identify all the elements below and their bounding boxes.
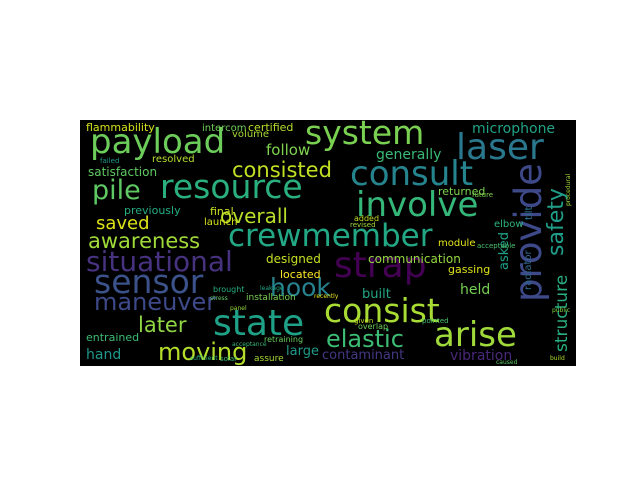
- word-acceptable: acceptable: [477, 242, 516, 250]
- word-intercom: intercom: [202, 123, 247, 134]
- word-hook: hook: [270, 273, 331, 302]
- word-satisfaction: satisfaction: [88, 165, 158, 179]
- word-module: module: [438, 238, 476, 249]
- word-stress: stress: [210, 295, 228, 302]
- word-asked: asked: [497, 231, 512, 270]
- word-assure: assure: [254, 354, 284, 364]
- word-pile: pile: [92, 175, 141, 206]
- word-large: large: [286, 344, 319, 359]
- word-laser: laser: [456, 127, 544, 168]
- word-future: future: [472, 191, 494, 199]
- word-failed: failed: [100, 157, 120, 165]
- word-elbow: elbow: [494, 219, 524, 230]
- word-crewmember: crewmember: [228, 218, 433, 254]
- word-resolved: resolved: [152, 154, 195, 165]
- word-tilt: tilt: [524, 206, 535, 220]
- word-acceptance: acceptance: [232, 341, 267, 348]
- word-certified: certified: [248, 121, 294, 134]
- word-installation: installation: [246, 293, 296, 303]
- word-pointed: pointed: [422, 317, 449, 325]
- word-moving: moving: [158, 338, 248, 366]
- word-hand: hand: [86, 347, 122, 363]
- word-involve: involve: [356, 185, 479, 225]
- word-elastic: elastic: [326, 325, 404, 353]
- word-returned: returned: [438, 185, 486, 198]
- word-revised: revised: [350, 221, 376, 229]
- word-system: system: [305, 120, 425, 152]
- word-consisted: consisted: [232, 158, 332, 182]
- word-arise: arise: [434, 315, 517, 355]
- word-follow: follow: [266, 141, 311, 159]
- word-given: given: [354, 317, 374, 325]
- word-built: built: [362, 287, 391, 302]
- word-procedural: procedural: [565, 173, 572, 206]
- word-maneuver: maneuver: [94, 288, 217, 316]
- word-volume: volume: [232, 129, 270, 140]
- word-launch: launch: [204, 217, 238, 228]
- word-consist: consist: [324, 291, 440, 330]
- word-later: later: [138, 313, 187, 337]
- word-leakage: leakage: [260, 285, 284, 292]
- word-overall: overall: [220, 204, 288, 228]
- word-brought: brought: [213, 285, 245, 294]
- word-awareness: awareness: [88, 229, 201, 253]
- word-entrained: entrained: [86, 331, 140, 344]
- word-caused: caused: [496, 359, 518, 366]
- word-gassing: gassing: [448, 263, 491, 276]
- word-previously: previously: [124, 204, 181, 217]
- word-overlap: overlap: [358, 322, 389, 331]
- word-recently: recently: [314, 293, 339, 300]
- word-sensor: sensor: [94, 262, 204, 301]
- word-panel: panel: [230, 305, 247, 312]
- word-public: public: [552, 307, 571, 314]
- word-sufficient: sufficient: [190, 355, 218, 362]
- word-held: held: [460, 282, 491, 298]
- word-resource: resource: [160, 167, 303, 206]
- word-situational: situational: [86, 245, 233, 278]
- word-designed: designed: [266, 252, 321, 266]
- word-flammability: flammability: [86, 121, 155, 134]
- word-saved: saved: [96, 213, 150, 234]
- word-final: final: [210, 205, 234, 218]
- word-located: located: [280, 268, 321, 281]
- word-radiator: radiator: [523, 250, 534, 290]
- word-retraining: retraining: [264, 335, 304, 344]
- word-build: build: [550, 355, 565, 362]
- word-consult: consult: [350, 154, 474, 194]
- word-strap: strap: [334, 245, 427, 286]
- word-payload: payload: [90, 122, 226, 162]
- word-generally: generally: [376, 147, 442, 163]
- word-microphone: microphone: [472, 121, 556, 137]
- word-vibration: vibration: [450, 348, 513, 364]
- word-contaminant: contaminant: [322, 348, 405, 363]
- word-communication: communication: [368, 252, 461, 266]
- word-solar: solar: [220, 355, 238, 363]
- word-added: added: [354, 214, 380, 223]
- word-cloud: payload system laser consult provide res…: [80, 120, 576, 366]
- word-state: state: [213, 303, 305, 344]
